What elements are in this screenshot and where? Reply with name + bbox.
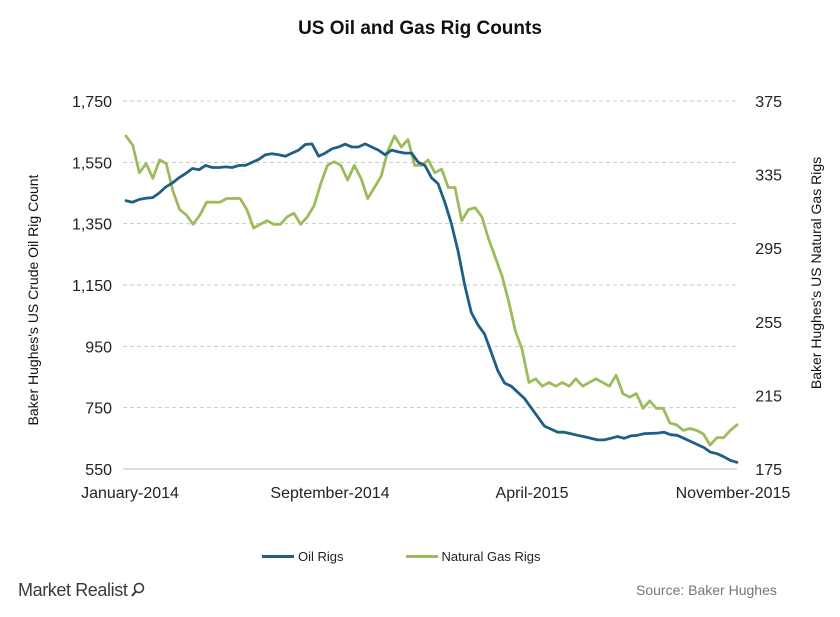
y-tick-label-left: 1,750 (72, 94, 112, 111)
y-tick-label-right: 335 (755, 168, 782, 185)
brand-logo: Market Realist (18, 580, 146, 601)
left-axis-title: Baker Hughes's US Crude Oil Rig Count (25, 174, 41, 426)
left-axis-ticks: 550 750 950 1,150 1,350 1,550 1,750 (72, 94, 112, 479)
right-axis-title: Baker Hughes's US Natural Gas Rigs (808, 156, 824, 390)
y-tick-label-right: 215 (755, 388, 782, 405)
legend-label-gas: Natural Gas Rigs (441, 548, 541, 564)
y-tick-label-right: 255 (755, 315, 782, 332)
y-tick-label-left: 550 (85, 462, 112, 479)
y-tick-label-left: 750 (85, 401, 112, 418)
series-lines (124, 134, 739, 464)
legend-label-oil: Oil Rigs (298, 548, 344, 564)
y-tick-label-left: 1,550 (72, 155, 112, 172)
legend: Oil Rigs Natural Gas Rigs (262, 546, 603, 566)
legend-item-gas: Natural Gas Rigs (405, 548, 541, 564)
legend-item-oil: Oil Rigs (262, 549, 344, 564)
y-tick-label-left: 1,150 (72, 278, 112, 295)
y-tick-label-left: 950 (85, 339, 112, 356)
legend-swatch-oil (262, 554, 294, 558)
y-tick-label-left: 1,350 (72, 217, 112, 234)
x-tick-label: January-2014 (81, 485, 179, 502)
x-tick-label: April-2015 (496, 485, 569, 502)
y-tick-label-right: 375 (755, 94, 782, 111)
y-tick-label-right: 295 (755, 241, 782, 258)
x-tick-label: September-2014 (270, 485, 389, 502)
series-line-oil-rigs (124, 142, 739, 464)
grid-lines (123, 100, 737, 409)
series-line-natural-gas-rigs (124, 134, 739, 447)
x-tick-label: November-2015 (676, 485, 791, 502)
y-tick-label-right: 175 (755, 462, 782, 479)
x-axis-ticks: January-2014 September-2014 April-2015 Nove… (81, 485, 790, 502)
magnifier-icon (131, 582, 145, 597)
right-axis-ticks: 175 215 255 295 335 375 (755, 94, 782, 479)
brand-name: Market Realist (18, 580, 128, 600)
legend-swatch-gas (405, 554, 438, 558)
source-note: Source: Baker Hughes (636, 582, 777, 598)
chart-title: US Oil and Gas Rig Counts (298, 18, 542, 39)
